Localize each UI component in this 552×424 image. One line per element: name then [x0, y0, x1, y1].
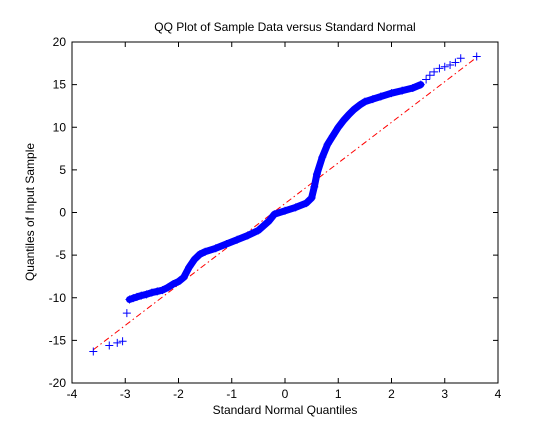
x-axis-ticks: -4 -3 -2 -1 0 1 2 3 4: [67, 42, 502, 401]
y-tick-label: 20: [53, 35, 67, 49]
x-tick-label: -2: [173, 387, 184, 401]
sample-point: [125, 295, 134, 304]
x-tick-label: 1: [335, 387, 342, 401]
x-tick-label: -4: [67, 387, 78, 401]
y-axis-label: Quantiles of Input Sample: [23, 143, 37, 281]
y-tick-label: 5: [59, 163, 66, 177]
sample-point: [270, 210, 279, 219]
sample-point: [137, 291, 146, 300]
sample-point: [425, 71, 434, 80]
sample-point: [169, 280, 178, 289]
sample-point: [312, 170, 321, 179]
sample-point: [281, 206, 289, 215]
sample-point: [398, 86, 407, 95]
sample-point: [387, 89, 396, 98]
sample-point: [113, 338, 122, 347]
chart-title: QQ Plot of Sample Data versus Standard N…: [154, 20, 415, 34]
sample-point: [422, 75, 431, 84]
sample-point: [105, 341, 114, 350]
reference-line-group: [92, 56, 478, 351]
sample-point: [153, 287, 162, 296]
y-tick-label: -20: [49, 376, 67, 390]
sample-point: [310, 182, 319, 191]
reference-line: [92, 56, 478, 351]
x-tick-label: 4: [495, 387, 502, 401]
sample-point: [222, 240, 231, 249]
sample-point: [89, 347, 98, 356]
sample-point: [243, 231, 252, 240]
sample-point: [195, 250, 204, 259]
sample-point: [360, 97, 369, 106]
x-tick-label: -3: [120, 387, 131, 401]
sample-point: [451, 58, 460, 67]
sample-point: [201, 247, 210, 256]
sample-point: [163, 283, 172, 292]
x-tick-label: -1: [226, 387, 237, 401]
sample-point: [318, 153, 327, 162]
sample-point: [339, 116, 348, 125]
x-tick-label: 3: [441, 387, 448, 401]
sample-points: [89, 52, 481, 356]
sample-point: [472, 52, 481, 61]
y-tick-label: 0: [59, 206, 66, 220]
sample-point: [158, 286, 167, 295]
sample-point: [174, 277, 183, 286]
sample-point: [323, 140, 332, 149]
sample-point: [190, 255, 199, 264]
sample-point: [265, 217, 274, 226]
y-tick-label: -5: [55, 248, 66, 262]
sample-point: [233, 235, 242, 244]
sample-point: [122, 309, 131, 318]
sample-point: [355, 101, 364, 110]
sample-point: [254, 226, 263, 235]
sample-point: [132, 292, 141, 301]
sample-point: [302, 199, 311, 208]
sample-point: [368, 95, 377, 104]
y-tick-label: -10: [49, 291, 67, 305]
sample-point: [408, 84, 417, 93]
sample-point: [344, 110, 353, 119]
sample-point: [118, 337, 127, 346]
sample-point: [129, 294, 138, 303]
x-axis-label: Standard Normal Quantiles: [213, 403, 358, 417]
sample-point: [142, 290, 151, 299]
sample-point: [147, 288, 156, 297]
sample-point: [456, 54, 465, 63]
sample-point: [307, 194, 316, 203]
sample-point: [211, 244, 220, 253]
sample-point: [179, 273, 188, 282]
sample-point: [334, 123, 343, 132]
sample-point: [185, 263, 194, 272]
y-tick-label: -15: [49, 333, 67, 347]
sample-point: [416, 80, 425, 89]
sample-point: [376, 92, 385, 101]
sample-point: [291, 203, 300, 212]
sample-point: [328, 131, 337, 140]
sample-point: [350, 105, 359, 114]
y-axis-ticks: -20 -15 -10 -5 0 5 10 15 20: [49, 35, 498, 390]
sample-point: [440, 62, 449, 71]
sample-point: [435, 64, 444, 73]
x-tick-label: 0: [282, 387, 289, 401]
x-tick-label: 2: [388, 387, 395, 401]
y-tick-label: 10: [53, 120, 67, 134]
sample-point: [446, 61, 455, 70]
sample-point: [430, 67, 439, 76]
y-tick-label: 15: [53, 78, 67, 92]
